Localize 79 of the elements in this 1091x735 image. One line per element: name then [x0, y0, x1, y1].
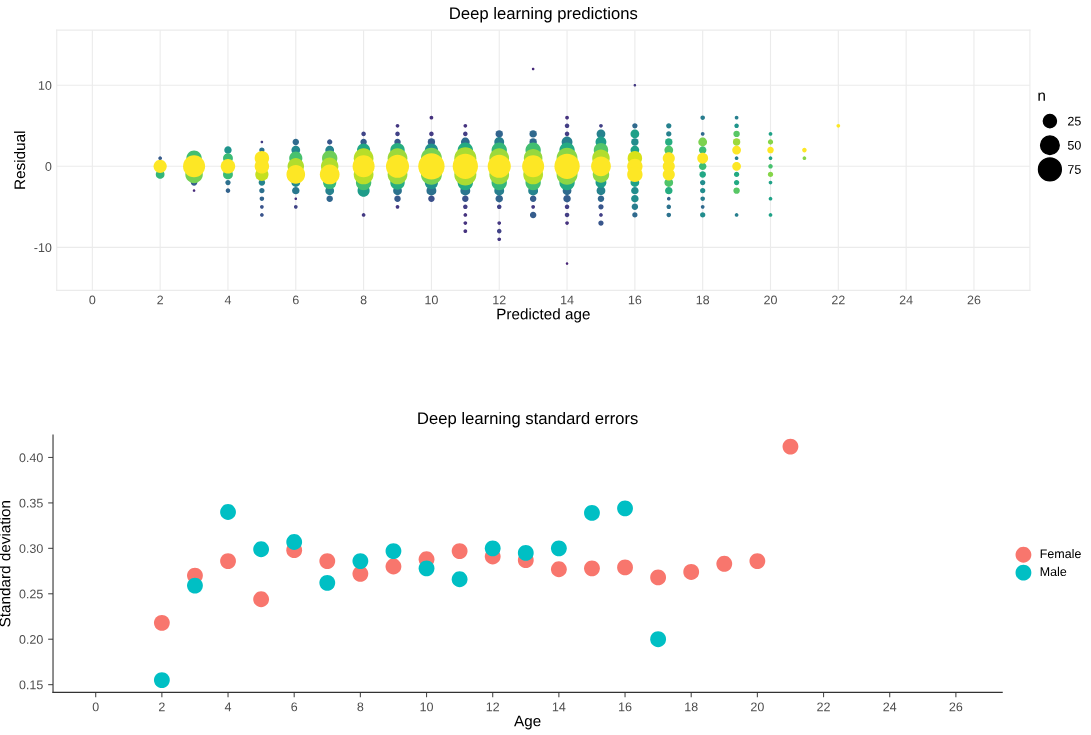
point — [319, 574, 336, 591]
chart-title: Deep learning predictions — [450, 6, 638, 23]
x-tick-label: 12 — [486, 702, 500, 712]
point — [253, 591, 270, 608]
point — [385, 558, 402, 575]
x-tick-label: 10 — [420, 702, 433, 712]
point — [584, 504, 600, 521]
y-tick-label: -10 — [34, 243, 52, 253]
point — [451, 571, 468, 588]
x-tick-label: 16 — [628, 295, 642, 305]
y-tick-label: 0.15 — [19, 680, 43, 690]
legend-label: Female — [1040, 548, 1081, 559]
point — [187, 577, 203, 594]
x-tick-label: 14 — [552, 702, 566, 712]
x-tick-label: 22 — [817, 702, 830, 712]
x-tick-label: 6 — [291, 702, 298, 712]
x-tick-label: 24 — [883, 702, 897, 712]
y-tick-label: 0.30 — [19, 544, 43, 553]
x-tick-label: 6 — [292, 295, 299, 305]
legend-label: 75 — [1068, 165, 1081, 174]
point — [253, 541, 270, 558]
point — [352, 553, 369, 569]
point — [650, 631, 667, 648]
y-axis-title: Standard deviation — [0, 501, 11, 627]
x-tick-label: 2 — [159, 702, 165, 712]
point — [286, 534, 303, 550]
x-tick-label: 8 — [360, 295, 367, 305]
x-tick-label: 4 — [224, 295, 232, 305]
point — [550, 561, 567, 578]
chart-title: Deep learning standard errors — [418, 411, 638, 428]
point — [683, 564, 700, 580]
point — [484, 540, 501, 557]
y-tick-label: 0.20 — [19, 635, 43, 644]
x-tick-label: 18 — [685, 702, 698, 712]
point — [782, 438, 799, 455]
x-tick-label: 14 — [561, 295, 574, 305]
point — [650, 569, 667, 586]
point — [220, 504, 236, 520]
point — [617, 559, 633, 576]
x-tick-label: 26 — [967, 295, 981, 305]
point — [451, 543, 468, 559]
x-axis-title: Age — [514, 715, 541, 730]
point — [749, 553, 766, 569]
x-tick-label: 24 — [899, 295, 913, 305]
point — [220, 553, 236, 569]
x-tick-label: 16 — [619, 702, 632, 712]
point — [517, 544, 534, 561]
x-tick-label: 4 — [224, 702, 232, 712]
x-tick-label: 8 — [357, 702, 364, 712]
point — [617, 500, 633, 517]
y-axis-title: Residual — [14, 131, 26, 189]
point — [716, 555, 733, 572]
y-tick-label: 0.35 — [19, 498, 43, 508]
x-tick-label: 2 — [157, 295, 163, 305]
y-tick-label: 0.40 — [19, 453, 43, 463]
point — [584, 560, 600, 577]
point — [385, 543, 402, 559]
x-tick-label: 12 — [493, 295, 506, 305]
x-tick-label: 26 — [949, 702, 963, 712]
x-tick-label: 22 — [832, 295, 845, 305]
point — [153, 672, 170, 689]
legend-label: Male — [1040, 566, 1067, 577]
x-tick-label: 18 — [696, 295, 710, 305]
point — [418, 560, 435, 577]
y-tick-label: 0.25 — [19, 589, 43, 599]
x-axis-title: Predicted age — [497, 308, 590, 323]
legend-label: 25 — [1068, 116, 1081, 126]
x-tick-label: 20 — [764, 295, 777, 305]
legend-title: n — [1038, 92, 1045, 101]
legend-label: 50 — [1067, 140, 1081, 150]
y-tick-label: 10 — [38, 81, 52, 90]
point — [319, 553, 336, 569]
point — [153, 614, 170, 631]
x-tick-label: 0 — [92, 702, 99, 712]
x-tick-label: 0 — [89, 295, 96, 305]
x-tick-label: 10 — [425, 295, 438, 305]
point — [550, 540, 567, 557]
x-tick-label: 20 — [751, 702, 764, 712]
y-tick-label: 0 — [45, 162, 52, 171]
